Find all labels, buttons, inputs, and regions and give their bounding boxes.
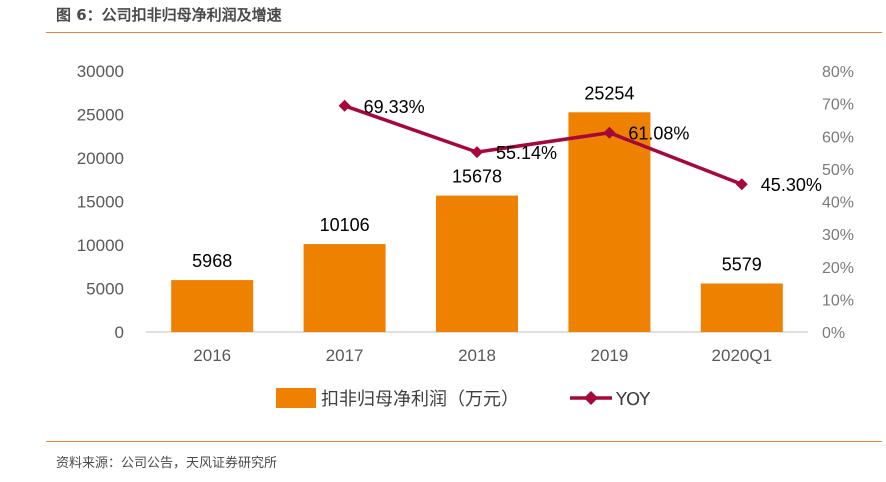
- y-right-tick-label: 20%: [822, 260, 854, 277]
- bar: [568, 112, 651, 333]
- yoy-point: [735, 178, 748, 191]
- y-right-tick-label: 30%: [822, 227, 854, 244]
- legend-line-label: YOY: [615, 389, 651, 410]
- y-right-tick-label: 80%: [822, 64, 854, 81]
- bar: [303, 244, 386, 332]
- bar-data-label: 10106: [320, 215, 370, 235]
- yoy-data-label: 55.14%: [496, 143, 557, 163]
- y-left-tick-label: 30000: [77, 62, 124, 81]
- legend-bar-label: 扣非归母净利润（万元）: [321, 389, 519, 410]
- yoy-line: [344, 104, 743, 186]
- y-right-tick-label: 0%: [822, 325, 845, 342]
- bar: [436, 195, 518, 332]
- y-left-tick-label: 10000: [77, 236, 124, 255]
- legend-line-marker: [584, 391, 598, 405]
- y-left-tick-label: 5000: [86, 280, 124, 299]
- y-left-tick-label: 0: [115, 323, 124, 342]
- legend-bar-swatch: [276, 388, 316, 408]
- x-tick-label: 2016: [193, 346, 231, 365]
- bar: [171, 280, 254, 332]
- bar-data-label: 5968: [192, 251, 232, 271]
- y-right-tick-label: 70%: [822, 97, 854, 114]
- source-divider: [46, 441, 882, 442]
- x-tick-label: 2018: [458, 346, 496, 365]
- x-tick-label: 2019: [590, 346, 628, 365]
- yoy-data-label: 61.08%: [628, 124, 689, 144]
- title-divider: [46, 32, 882, 33]
- y-left-tick-label: 20000: [77, 149, 124, 168]
- yoy-point: [338, 99, 351, 112]
- x-tick-label: 2020Q1: [712, 346, 773, 365]
- y-right-tick-label: 10%: [822, 292, 854, 309]
- yoy-data-label: 69.33%: [364, 97, 425, 117]
- y-left-tick-label: 25000: [77, 106, 124, 125]
- bar-data-label: 15678: [452, 167, 502, 187]
- y-left-tick-label: 15000: [77, 193, 124, 212]
- y-right-tick-label: 50%: [822, 162, 854, 179]
- bar-data-label: 5579: [722, 254, 762, 274]
- yoy-point: [471, 146, 483, 159]
- figure-title: 图 6：公司扣非归母净利润及增速: [56, 6, 282, 24]
- combo-chart: 0 5000 10000 15000 20000 25000 30000 0% 10% 20% 30…: [77, 62, 854, 410]
- x-tick-label: 2017: [326, 346, 364, 365]
- y-right-tick-label: 40%: [822, 195, 854, 212]
- yoy-data-label: 45.30%: [761, 175, 822, 195]
- y-right-tick-label: 60%: [822, 129, 854, 146]
- yoy-point: [603, 126, 616, 139]
- bar: [700, 283, 783, 332]
- source-note: 资料来源：公司公告，天风证券研究所: [56, 456, 278, 471]
- bar-data-label: 25254: [584, 83, 634, 103]
